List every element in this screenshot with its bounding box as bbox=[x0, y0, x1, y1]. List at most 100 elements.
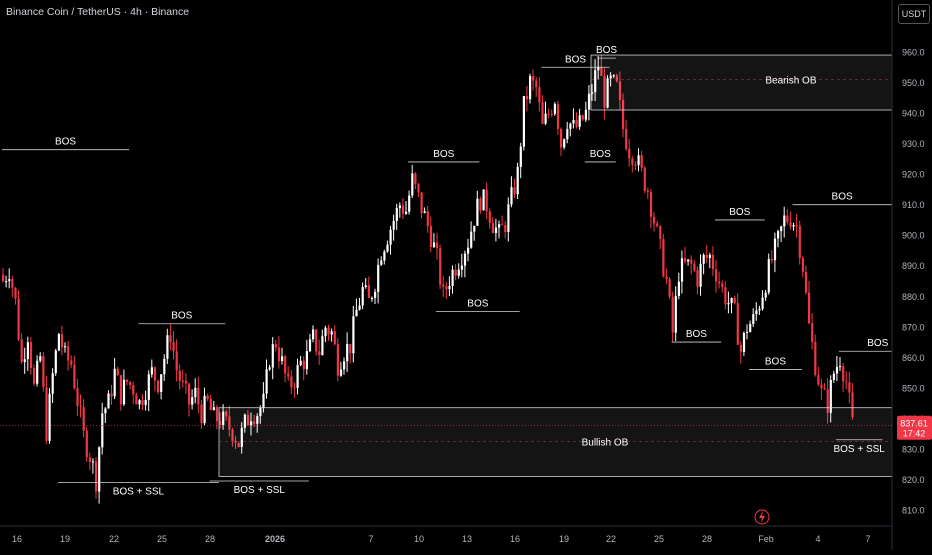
y-tick-label: 850.0 bbox=[902, 383, 925, 393]
candle-body bbox=[70, 360, 73, 365]
candle-body bbox=[767, 259, 770, 293]
candle-body bbox=[569, 123, 572, 130]
candle-body bbox=[560, 128, 563, 148]
candle-body bbox=[95, 461, 98, 492]
candle-body bbox=[293, 387, 296, 389]
candle-body bbox=[618, 81, 622, 101]
candle-body bbox=[724, 287, 727, 305]
currency-badge[interactable]: USDT bbox=[898, 4, 930, 24]
candle-body bbox=[820, 384, 823, 389]
candle-body bbox=[358, 305, 361, 310]
candle-body bbox=[408, 195, 411, 212]
candle-body bbox=[349, 344, 352, 354]
candle-body bbox=[572, 120, 575, 124]
bos-label: BOS bbox=[832, 192, 853, 203]
candle-body bbox=[287, 373, 290, 377]
candle-body bbox=[119, 375, 122, 405]
candle-body bbox=[367, 285, 370, 298]
candle-body bbox=[277, 347, 281, 362]
candle-body bbox=[163, 358, 166, 375]
zones-layer: Bearish OB Bullish OB bbox=[218, 54, 932, 477]
candle-body bbox=[817, 374, 820, 385]
candle-body bbox=[811, 323, 814, 342]
candles-layer bbox=[2, 54, 854, 504]
bos-label: BOS bbox=[729, 207, 750, 218]
candle-body bbox=[420, 192, 423, 214]
candle-body bbox=[274, 344, 277, 348]
order-block-zone bbox=[590, 54, 932, 111]
candle-body bbox=[318, 351, 321, 355]
candle-body bbox=[2, 274, 5, 282]
candle-body bbox=[702, 254, 705, 264]
candle-body bbox=[268, 367, 271, 370]
candle-body bbox=[525, 95, 529, 100]
candle-body bbox=[550, 113, 553, 115]
candle-body bbox=[739, 344, 742, 352]
x-tick-label: 16 bbox=[510, 534, 520, 544]
candle-body bbox=[516, 166, 519, 195]
candle-body bbox=[485, 189, 488, 212]
candle-body bbox=[398, 205, 401, 209]
candle-body bbox=[284, 356, 287, 374]
candle-body bbox=[389, 229, 392, 245]
candle-body bbox=[401, 205, 405, 214]
candle-body bbox=[662, 238, 665, 277]
candle-body bbox=[33, 367, 36, 384]
candle-body bbox=[761, 297, 764, 309]
candle-body bbox=[808, 292, 811, 324]
candle-body bbox=[14, 287, 17, 299]
candle-body bbox=[591, 92, 594, 94]
candle-body bbox=[129, 381, 132, 386]
candle-body bbox=[615, 75, 618, 82]
bos-label: BOS bbox=[686, 329, 707, 340]
order-block-label: Bearish OB bbox=[765, 75, 816, 86]
candle-body bbox=[150, 367, 153, 375]
candle-body bbox=[693, 263, 696, 271]
candle-body bbox=[5, 281, 8, 283]
candle-body bbox=[665, 276, 668, 280]
candle-body bbox=[138, 400, 141, 405]
candle-body bbox=[225, 411, 228, 417]
candle-body bbox=[445, 286, 448, 290]
candle-body bbox=[718, 281, 721, 284]
candle-body bbox=[386, 244, 389, 252]
candle-body bbox=[336, 344, 339, 376]
candle-body bbox=[470, 231, 473, 248]
bos-label: BOS bbox=[467, 299, 488, 310]
bos-label: BOS bbox=[590, 149, 611, 160]
candle-body bbox=[237, 442, 240, 447]
candle-body bbox=[206, 395, 209, 399]
candle-body bbox=[57, 334, 60, 351]
candle-body bbox=[479, 198, 482, 211]
bos-label: BOS bbox=[867, 338, 888, 349]
candle-body bbox=[299, 360, 302, 366]
candle-body bbox=[60, 334, 64, 348]
y-tick-label: 860.0 bbox=[902, 353, 925, 363]
candle-body bbox=[699, 263, 702, 287]
candle-body bbox=[544, 113, 547, 124]
candle-body bbox=[532, 76, 535, 81]
candle-body bbox=[646, 190, 649, 192]
candle-body bbox=[835, 366, 839, 374]
candle-body bbox=[370, 297, 374, 299]
candle-body bbox=[265, 369, 268, 394]
candle-body bbox=[501, 224, 504, 226]
candle-body bbox=[281, 356, 284, 362]
candle-body bbox=[432, 242, 436, 248]
candle-body bbox=[504, 225, 507, 233]
candle-body bbox=[553, 104, 556, 115]
candle-body bbox=[786, 215, 789, 223]
candle-body bbox=[380, 260, 383, 265]
candle-body bbox=[107, 393, 110, 409]
candle-body bbox=[222, 411, 225, 425]
candle-body bbox=[73, 364, 76, 389]
y-tick-label: 960.0 bbox=[902, 48, 925, 58]
candle-body bbox=[26, 342, 29, 360]
candle-body bbox=[79, 405, 82, 407]
candle-body bbox=[321, 336, 324, 355]
candle-body bbox=[374, 291, 377, 298]
y-tick-label: 890.0 bbox=[902, 261, 925, 271]
candle-body bbox=[405, 211, 408, 214]
